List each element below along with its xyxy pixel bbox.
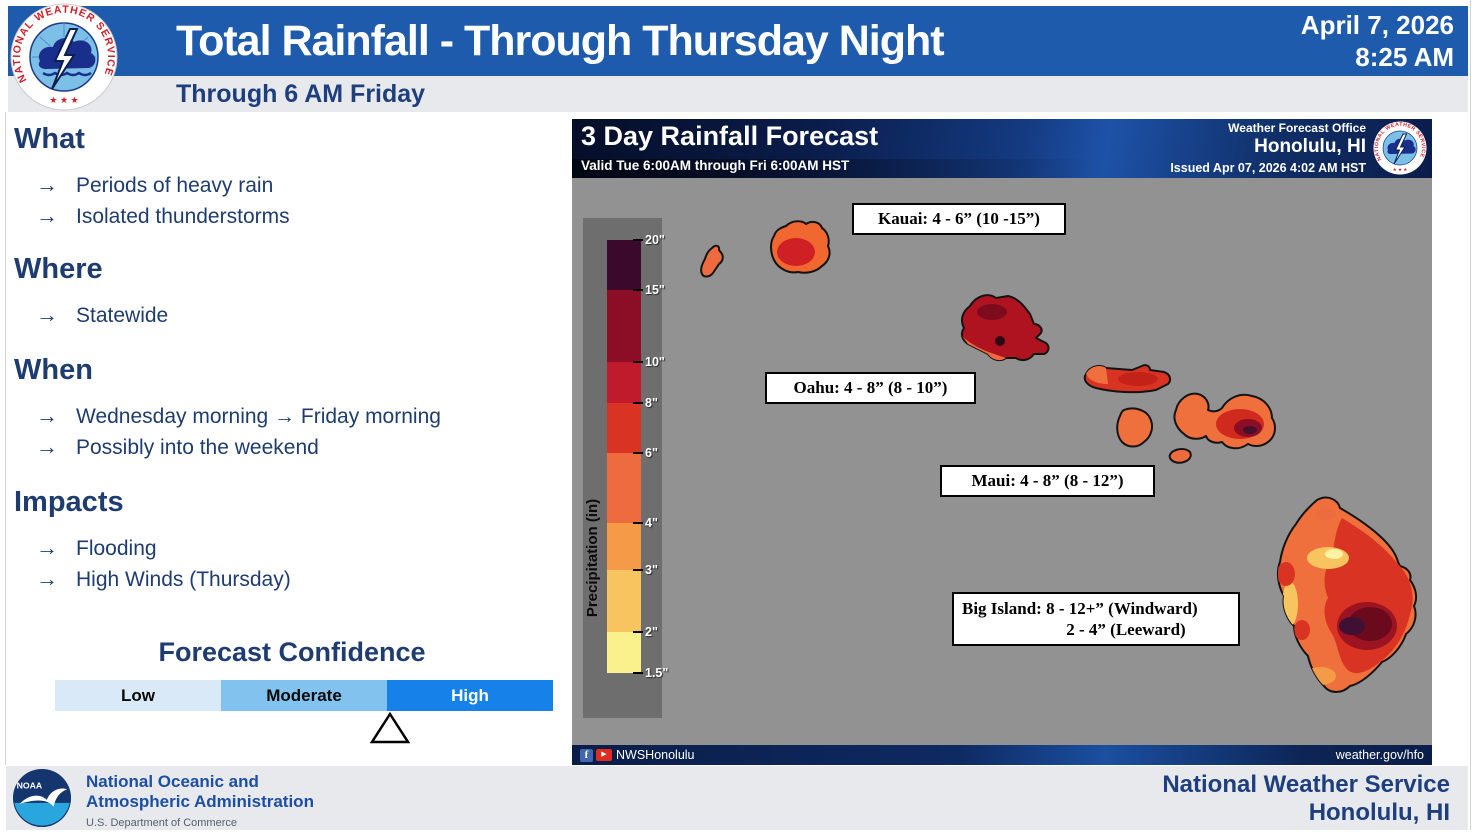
nws-logo: NATIONAL WEATHER SERVICE ★ ★ ★ [1373,121,1427,175]
arrow-bullet-icon: → [36,566,58,591]
arrow-bullet-icon: → [36,302,58,327]
island-niihau [700,244,724,278]
facebook-icon[interactable]: f [580,748,593,762]
precip-legend: Precipitation (in) 20" 15" 10" 8" 6" 4" 3" 2" 1.… [583,218,668,718]
rainfall-map-panel: 3 Day Rainfall Forecast Valid Tue 6:00AM… [572,119,1432,765]
social-handle[interactable]: NWSHonolulu [616,748,695,762]
issued-text: Issued Apr 07, 2026 4:02 AM HST [1170,160,1366,175]
confidence-level-moderate: Moderate [221,680,387,711]
map-office-block: Weather Forecast Office Honolulu, HI Iss… [1170,121,1366,175]
big-island-label-line2: 2 - 4” (Leeward) [1066,620,1186,639]
maui-label: Maui: 4 - 8” (8 - 12”) [940,465,1155,497]
map-valid-text: Valid Tue 6:00AM through Fri 6:00AM HST [581,158,850,173]
big-island-label-line1: Big Island: 8 - 12+” (Windward) [962,598,1198,618]
hawaii-islands-map [700,220,1418,693]
noaa-bird-icon [19,788,68,807]
legend-tick: 20" [633,232,665,248]
bullet-text: Periods of heavy rain [76,174,274,197]
noaa-text-block: National Oceanic and Atmospheric Adminis… [86,772,314,829]
date-text: April 7, 2026 [1300,10,1454,40]
legend-segment [607,362,641,403]
info-column: What → Periods of heavy rain → Isolated th… [14,122,570,745]
confidence-level-high: High [387,680,553,711]
arrow-bullet-icon: → [36,434,58,459]
page-right-border [1470,0,1471,830]
noaa-logo-text: NOAA [17,780,43,790]
page-subtitle: Through 6 AM Friday [176,80,426,108]
page-title: Total Rainfall - Through Thursday Night [176,16,945,65]
noaa-line2: Atmospheric Administration [86,792,314,812]
legend-bar [607,240,641,673]
bullet-text: Possibly into the weekend [76,436,319,459]
legend-segment [607,632,641,673]
arrow-bullet-icon: → [36,172,58,197]
island-kahoolawe [1168,448,1192,464]
legend-tick: 15" [633,282,665,298]
subtitle-band [8,76,1468,112]
legend-segment [607,453,641,523]
confidence-bar: Low Moderate High [55,680,553,711]
arrow-bullet-icon: → [36,535,58,560]
confidence-pointer [369,711,411,744]
footer-band: NOAA National Oceanic and Atmospheric Ad… [6,766,1468,830]
section-heading-when: When [14,354,93,386]
oahu-label: Oahu: 4 - 8” (8 - 10”) [765,372,976,404]
legend-segment [607,523,641,570]
confidence-level-low: Low [55,680,221,711]
legend-tick: 3" [633,562,658,578]
arrow-bullet-icon: → [36,203,58,228]
map-footer: f ▶ NWSHonolulu weather.gov/hfo [572,745,1432,765]
nws-logo: NATIONAL WEATHER SERVICE ★ ★ ★ [10,3,118,111]
legend-tick: 6" [633,445,658,461]
website-link[interactable]: weather.gov/hfo [1335,748,1424,762]
legend-tick: 10" [633,354,665,370]
time-text: 8:25 AM [1355,41,1454,72]
section-heading-impacts: Impacts [14,486,124,518]
nws-ring-stars: ★ ★ ★ [49,95,78,105]
bullet-text: Flooding [76,537,157,560]
section-heading-where: Where [14,253,103,285]
map-body: Precipitation (in) 20" 15" 10" 8" 6" 4" 3" 2" 1.… [572,178,1432,745]
legend-axis-label: Precipitation (in) [584,498,601,618]
island-lanai [1116,407,1153,448]
noaa-line1: National Oceanic and [86,772,259,791]
bullet-text: Isolated thunderstorms [76,205,290,228]
big-island-label: Big Island: 8 - 12+” (Windward) 2 - 4” (… [952,592,1240,646]
cloud-shape [38,38,96,69]
legend-tick: 1.5" [633,665,668,681]
legend-segment [607,290,641,362]
map-header: 3 Day Rainfall Forecast Valid Tue 6:00AM… [572,119,1432,178]
map-title: 3 Day Rainfall Forecast [581,121,879,151]
bullet-text: High Winds (Thursday) [76,568,291,591]
bullet-text: Wednesday morning → Friday morning [76,405,441,428]
legend-segment [607,403,641,453]
title-bar: Total Rainfall - Through Thursday Night … [8,6,1468,76]
svg-text:★ ★ ★: ★ ★ ★ [1393,167,1409,172]
office-line2: Honolulu, HI [1254,135,1366,157]
nws-footer-line2: Honolulu, HI [1308,799,1450,827]
legend-tick: 4" [633,515,658,531]
lightning-bolt [51,28,79,90]
arrow-bullet-icon: → [36,403,58,428]
noaa-logo: NOAA [12,768,72,828]
legend-tick: 2" [633,624,658,640]
legend-segment [607,570,641,632]
office-line1: Weather Forecast Office [1228,121,1366,135]
youtube-icon[interactable]: ▶ [596,749,612,761]
noaa-line3: U.S. Department of Commerce [86,816,237,829]
kauai-label: Kauai: 4 - 6” (10 -15”) [852,203,1066,235]
bullet-text: Statewide [76,304,169,327]
legend-tick: 8" [633,395,658,411]
nws-footer-block: National Weather Service Honolulu, HI [1162,771,1450,828]
confidence-title: Forecast Confidence [158,637,426,667]
section-heading-what: What [14,123,85,155]
island-oahu [960,294,1050,362]
nws-footer-line1: National Weather Service [1162,771,1450,798]
page-left-border [5,112,6,765]
legend-segment [607,240,641,290]
date-time: April 7, 2026 8:25 AM [1301,10,1454,73]
